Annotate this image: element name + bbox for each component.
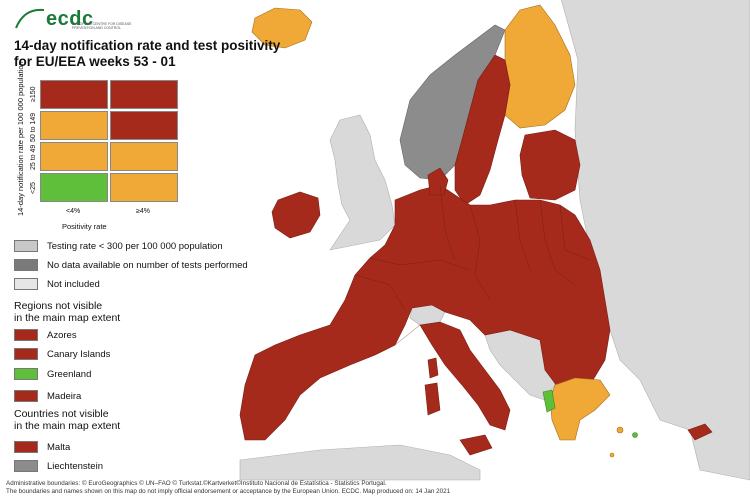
row-label-25-49: 25 to 49 [30,144,37,170]
logo-subtext: EUROPEAN CENTRE FOR DISEASE PREVENTION A… [72,22,132,30]
legend-label: Greenland [47,368,92,380]
risk-matrix [40,80,180,206]
north-africa-land [239,444,481,481]
denmark-land [427,167,449,196]
countries-heading: Countries not visible in the main map ex… [14,408,121,432]
greek-island [632,432,638,438]
matrix-x-axis-label: Positivity rate [62,222,107,231]
footer-line-2: The boundaries and names shown on this m… [6,488,451,495]
non-eu-land [561,0,750,481]
legend-swatch [14,278,38,290]
greek-island [609,452,615,458]
legend-no-data: No data available on number of tests per… [14,259,248,271]
greece-land [549,377,611,441]
ecdc-logo-swoosh [15,8,45,29]
matrix-cell [110,142,178,171]
ireland-land [271,191,321,239]
uk-land [329,114,396,251]
italy-land [419,321,511,431]
legend-label: Testing rate < 300 per 100 000 populatio… [47,240,223,252]
legend-swatch [14,441,38,453]
legend-not-included: Not included [14,278,100,290]
legend-swatch [14,240,38,252]
matrix-y-axis-label: 14-day notification rate per 100 000 pop… [16,61,25,216]
matrix-cell [110,80,178,109]
cyprus-land [687,423,713,441]
title-line-2: for EU/EEA weeks 53 - 01 [14,54,176,69]
legend-swatch [14,368,38,380]
sardinia-land [424,382,441,416]
legend-region-azores: Azores [14,329,77,341]
legend-region-greenland: Greenland [14,368,91,380]
row-label-lt25: <25 [30,182,37,194]
legend-label: Not included [47,278,100,290]
col-label-ge4: ≥4% [136,208,150,215]
legend-label: Liechtenstein [47,460,103,472]
legend-label: Canary Islands [47,348,111,360]
matrix-cell [40,111,108,140]
greek-island [616,426,624,434]
legend-swatch [14,460,38,472]
iceland-land [251,7,313,49]
matrix-cell [110,173,178,202]
footer-credits: Administrative boundaries: © EuroGeograp… [6,480,450,496]
col-label-lt4: <4% [66,208,81,215]
legend-testing-rate: Testing rate < 300 per 100 000 populatio… [14,240,223,252]
legend-swatch [14,329,38,341]
legend-label: Madeira [47,390,82,402]
regions-heading: Regions not visible in the main map exte… [14,300,121,324]
baltics-land [519,129,581,201]
logo-text: ecdc [46,8,94,30]
map-title: 14-day notification rate and test positi… [14,38,280,70]
legend-swatch [14,390,38,402]
row-label-ge150: ≥150 [30,86,37,102]
legend-country-liechtenstein: Liechtenstein [14,460,103,472]
albania-land [542,389,556,413]
sicily-land [459,434,493,456]
finland-land [504,4,576,129]
legend-label: Malta [47,441,71,453]
legend-label: No data available on number of tests per… [47,259,248,271]
title-line-1: 14-day notification rate and test positi… [14,38,281,53]
sweden-land [454,54,511,206]
legend-swatch [14,348,38,360]
matrix-cell [40,173,108,202]
corsica-land [427,357,439,379]
legend-region-madeira: Madeira [14,390,81,402]
legend-region-canary: Canary Islands [14,348,110,360]
matrix-cell [40,80,108,109]
legend-swatch [14,259,38,271]
legend-country-malta: Malta [14,441,70,453]
matrix-cell [40,142,108,171]
continental-eu-land [239,184,611,441]
ecdc-logo: ecdc EUROPEAN CENTRE FOR DISEASE PREVENT… [14,4,132,38]
legend-label: Azores [47,329,77,341]
matrix-cell [110,111,178,140]
footer-line-1: Administrative boundaries: © EuroGeograp… [6,480,387,487]
row-label-50-149: 50 to 149 [30,112,37,142]
